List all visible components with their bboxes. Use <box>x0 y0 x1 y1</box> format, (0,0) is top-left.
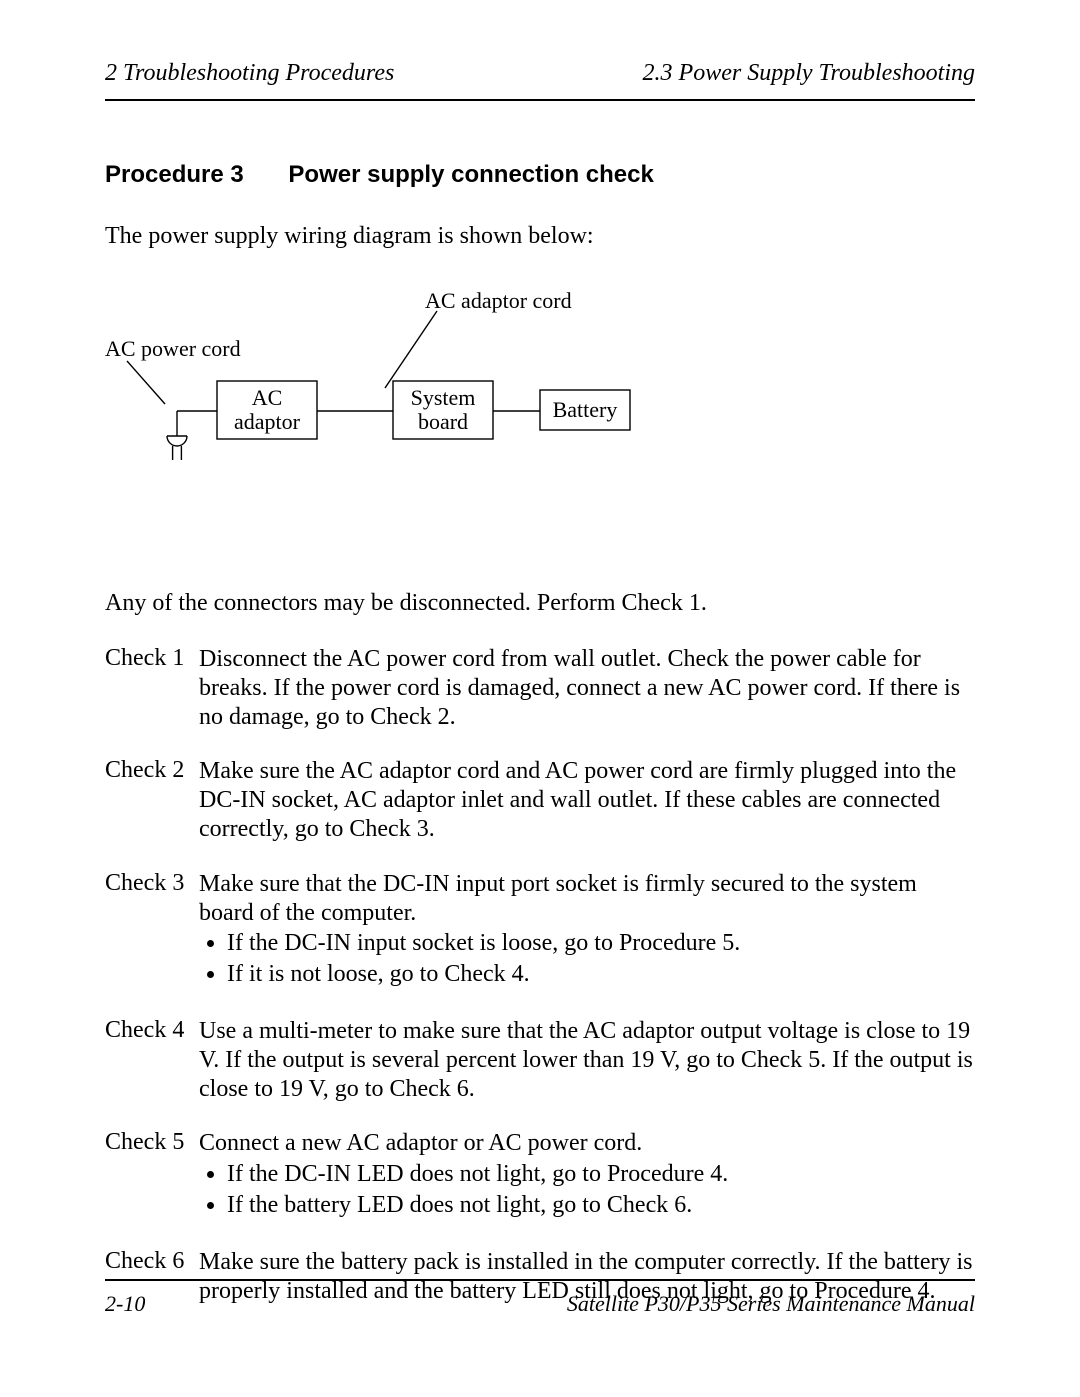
check-body-text: Make sure that the DC-IN input port sock… <box>199 871 917 926</box>
check-body: Connect a new AC adaptor or AC power cor… <box>199 1129 975 1221</box>
check-body-text: Use a multi-meter to make sure that the … <box>199 1018 973 1102</box>
pointer-ac-power-cord <box>127 361 165 404</box>
check-body: Disconnect the AC power cord from wall o… <box>199 645 975 731</box>
pointer-ac-adaptor-cord <box>385 311 437 388</box>
header-right: 2.3 Power Supply Troubleshooting <box>643 60 975 87</box>
footer-right: Satellite P30/P35 Series Maintenance Man… <box>567 1291 975 1317</box>
header-left: 2 Troubleshooting Procedures <box>105 60 394 87</box>
checks-list: Check 1Disconnect the AC power cord from… <box>105 645 975 1305</box>
box-system-board-label: board <box>418 409 468 434</box>
mid-paragraph: Any of the connectors may be disconnecte… <box>105 590 975 617</box>
check-bullets: If the DC-IN LED does not light, go to P… <box>199 1160 975 1220</box>
page: 2 Troubleshooting Procedures 2.3 Power S… <box>0 0 1080 1397</box>
check-label: Check 2 <box>105 757 199 843</box>
intro-text: The power supply wiring diagram is shown… <box>105 223 975 250</box>
check-body: Make sure that the DC-IN input port sock… <box>199 870 975 991</box>
running-head: 2 Troubleshooting Procedures 2.3 Power S… <box>105 60 975 101</box>
check-item: Check 4Use a multi-meter to make sure th… <box>105 1017 975 1103</box>
check-item: Check 2Make sure the AC adaptor cord and… <box>105 757 975 843</box>
procedure-title: Power supply connection check <box>288 161 653 188</box>
check-bullet: If the battery LED does not light, go to… <box>227 1191 975 1220</box>
check-body-text: Connect a new AC adaptor or AC power cor… <box>199 1130 642 1156</box>
check-bullet: If the DC-IN input socket is loose, go t… <box>227 929 975 958</box>
check-item: Check 3Make sure that the DC-IN input po… <box>105 870 975 991</box>
procedure-heading: Procedure 3 Power supply connection chec… <box>105 161 975 189</box>
running-foot: 2-10 Satellite P30/P35 Series Maintenanc… <box>105 1279 975 1317</box>
box-battery-label: Battery <box>553 397 618 422</box>
check-label: Check 3 <box>105 870 199 991</box>
diagram-svg: AC power cordAC adaptor cordACadaptorSys… <box>105 296 665 506</box>
box-ac-adaptor-label: adaptor <box>234 409 301 434</box>
check-body: Use a multi-meter to make sure that the … <box>199 1017 975 1103</box>
label-ac-power-cord: AC power cord <box>105 336 241 361</box>
procedure-number: Procedure 3 <box>105 161 244 189</box>
box-system-board: Systemboard <box>393 381 493 439</box>
check-body: Make sure the AC adaptor cord and AC pow… <box>199 757 975 843</box>
check-body-text: Make sure the AC adaptor cord and AC pow… <box>199 758 956 842</box>
footer-left: 2-10 <box>105 1291 145 1317</box>
box-ac-adaptor-label: AC <box>252 385 283 410</box>
check-label: Check 5 <box>105 1129 199 1221</box>
check-label: Check 1 <box>105 645 199 731</box>
box-battery: Battery <box>540 390 630 430</box>
check-body-text: Disconnect the AC power cord from wall o… <box>199 646 960 730</box>
box-ac-adaptor: ACadaptor <box>217 381 317 439</box>
check-label: Check 4 <box>105 1017 199 1103</box>
check-bullet: If the DC-IN LED does not light, go to P… <box>227 1160 975 1189</box>
check-item: Check 1Disconnect the AC power cord from… <box>105 645 975 731</box>
check-item: Check 5Connect a new AC adaptor or AC po… <box>105 1129 975 1221</box>
plug-icon <box>167 436 187 460</box>
box-system-board-label: System <box>411 385 476 410</box>
label-ac-adaptor-cord: AC adaptor cord <box>425 288 572 313</box>
wiring-diagram: AC power cordAC adaptor cordACadaptorSys… <box>105 296 975 506</box>
check-bullets: If the DC-IN input socket is loose, go t… <box>199 929 975 989</box>
check-bullet: If it is not loose, go to Check 4. <box>227 960 975 989</box>
